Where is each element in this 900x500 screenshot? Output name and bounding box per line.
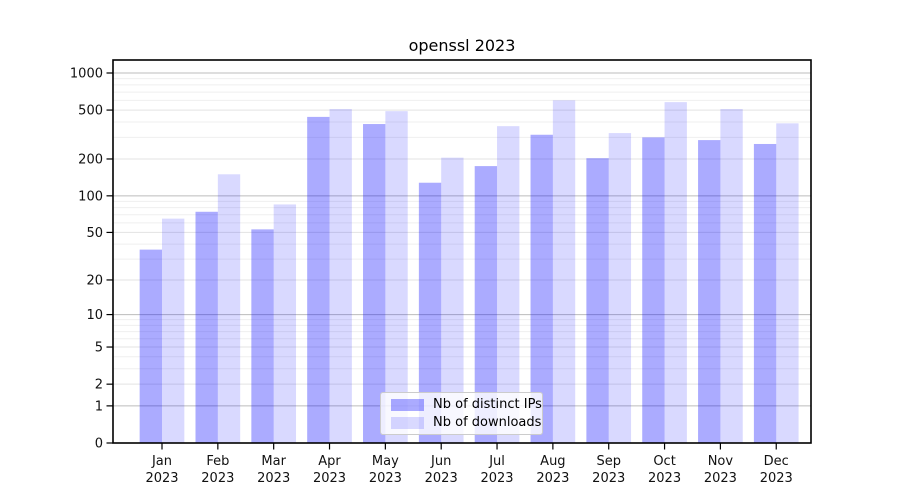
bar-downloads-sep	[608, 133, 632, 443]
bar-downloads-apr	[329, 109, 352, 443]
bar-downloads-jul	[497, 126, 520, 443]
y-tick-label: 200	[78, 152, 103, 167]
x-tick-label-month: Jul	[488, 454, 505, 469]
x-tick-label-month: Apr	[318, 454, 341, 469]
bar-downloads-mar	[273, 204, 297, 443]
y-tick-label: 10	[86, 308, 103, 323]
x-tick-label-month: Nov	[708, 454, 734, 469]
bar-ips-nov	[698, 140, 721, 443]
bar-ips-jul	[474, 166, 498, 443]
legend-item-distinct-ips: Nb of distinct IPs	[381, 397, 542, 412]
legend: Nb of distinct IPs Nb of downloads	[380, 392, 543, 435]
bar-ips-aug	[530, 134, 553, 443]
bar-ips-dec	[753, 143, 777, 443]
x-tick-label-year: 2023	[704, 471, 737, 486]
bar-downloads-feb	[217, 174, 241, 443]
legend-item-downloads: Nb of downloads	[381, 415, 542, 430]
x-tick-label-year: 2023	[592, 471, 625, 486]
x-tick-label-month: Dec	[764, 454, 789, 469]
bar-downloads-aug	[552, 100, 576, 444]
bar-ips-jan	[139, 249, 162, 443]
y-tick-label: 100	[78, 189, 103, 204]
bar-ips-feb	[195, 211, 218, 443]
y-tick-label: 500	[78, 104, 103, 119]
y-tick-label: 1000	[70, 67, 103, 82]
bar-downloads-jun	[441, 157, 464, 444]
bar-downloads-jan	[162, 218, 185, 443]
plot-border	[112, 59, 812, 444]
bar-downloads-nov	[720, 109, 743, 443]
x-tick-label-year: 2023	[480, 471, 513, 486]
x-tick-label-month: Jan	[151, 454, 172, 469]
bar-ips-oct	[642, 137, 665, 443]
x-tick-label-year: 2023	[201, 471, 234, 486]
x-tick-label-month: May	[372, 454, 399, 469]
x-tick-label-year: 2023	[313, 471, 346, 486]
bar-downloads-dec	[776, 123, 799, 443]
bar-downloads-may	[385, 111, 408, 444]
legend-swatch-downloads	[391, 416, 424, 429]
x-tick-label-year: 2023	[536, 471, 569, 486]
x-tick-label-year: 2023	[648, 471, 681, 486]
x-tick-label-month: Feb	[206, 454, 229, 469]
x-tick-label-month: Oct	[653, 454, 675, 469]
bar-ips-may	[363, 124, 386, 443]
bar-ips-jun	[418, 182, 442, 443]
y-tick-label: 1	[95, 399, 103, 414]
legend-swatch-distinct-ips	[391, 398, 424, 411]
bar-ips-apr	[307, 116, 330, 444]
x-tick-label-year: 2023	[257, 471, 290, 486]
bar-downloads-oct	[664, 102, 687, 443]
chart-title: openssl 2023	[408, 36, 516, 55]
x-tick-label-year: 2023	[425, 471, 458, 486]
x-tick-label-year: 2023	[145, 471, 178, 486]
y-tick-label: 2	[95, 378, 103, 393]
bar-ips-sep	[586, 158, 609, 443]
legend-label-downloads: Nb of downloads	[433, 415, 542, 430]
x-tick-label-month: Mar	[261, 454, 286, 469]
x-tick-label-month: Aug	[540, 454, 565, 469]
y-tick-label: 0	[95, 437, 103, 452]
y-tick-label: 50	[86, 226, 103, 241]
y-tick-label: 20	[86, 273, 103, 288]
y-tick-label: 5	[95, 341, 103, 356]
x-tick-label-year: 2023	[760, 471, 793, 486]
x-tick-label-year: 2023	[369, 471, 402, 486]
bar-ips-mar	[251, 229, 274, 443]
x-tick-label-month: Sep	[596, 454, 621, 469]
x-tick-label-month: Jun	[430, 454, 451, 469]
legend-label-distinct-ips: Nb of distinct IPs	[433, 397, 542, 412]
